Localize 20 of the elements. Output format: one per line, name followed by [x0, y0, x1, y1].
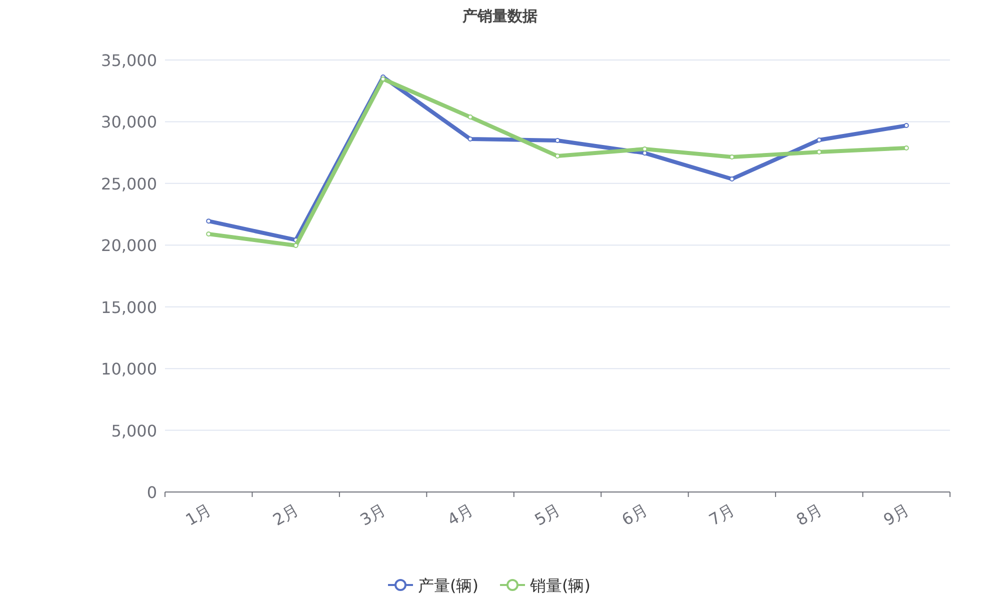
x-tick-label: 2月 — [270, 500, 302, 530]
y-tick-label: 15,000 — [101, 298, 157, 317]
y-tick-label: 0 — [146, 483, 157, 502]
x-tick-label: 3月 — [356, 500, 390, 530]
y-tick-label: 20,000 — [101, 236, 157, 256]
x-tick-label: 7月 — [706, 500, 738, 530]
y-tick-label: 10,000 — [101, 360, 157, 379]
x-tick-label: 6月 — [618, 500, 651, 530]
legend-label: 销量(辆) — [529, 576, 590, 595]
y-tick-label: 25,000 — [101, 174, 157, 194]
x-tick-label: 5月 — [531, 500, 564, 530]
y-tick-label: 35,000 — [101, 51, 157, 70]
x-tick-label: 4月 — [444, 500, 476, 530]
x-tick-label: 9月 — [880, 500, 912, 530]
x-tick-label: 1月 — [182, 500, 215, 530]
y-tick-label: 5,000 — [111, 421, 157, 440]
x-tick-label: 8月 — [792, 500, 826, 530]
chart-title: 产销量数据 — [462, 7, 538, 25]
y-tick-label: 30,000 — [101, 112, 157, 132]
legend-label: 产量(辆) — [418, 576, 478, 595]
